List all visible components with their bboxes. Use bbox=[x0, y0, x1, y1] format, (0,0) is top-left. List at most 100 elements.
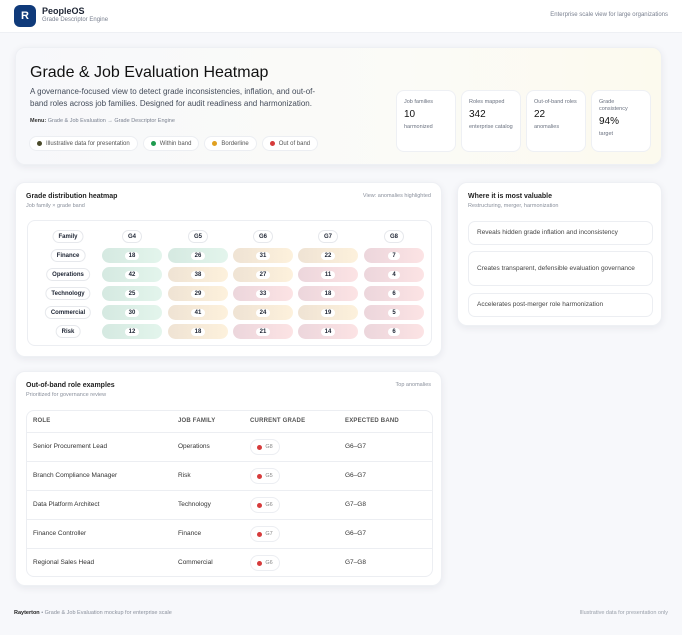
anomalies-card: Out-of-band role examples Prioritized fo… bbox=[15, 371, 442, 586]
out-of-band-dot-icon bbox=[257, 473, 263, 479]
heatmap-cell[interactable]: 21 bbox=[233, 324, 293, 339]
grade-value: G6 bbox=[265, 502, 273, 508]
table-row[interactable]: Finance Controller Finance G7 G6–G7 bbox=[27, 519, 432, 548]
column-header-family[interactable]: JOB FAMILY bbox=[178, 418, 216, 424]
heatmap-cell-value: 24 bbox=[255, 308, 271, 317]
breadcrumb: Menu: Grade & Job Evaluation → Grade Des… bbox=[30, 118, 175, 124]
heatmap-cell-value: 6 bbox=[388, 327, 400, 336]
stat-sub: enterprise catalog bbox=[469, 124, 513, 130]
heatmap-cell-value: 42 bbox=[124, 270, 140, 279]
anomalies-tag: Top anomalies bbox=[395, 382, 431, 388]
heatmap-cell[interactable]: 19 bbox=[298, 305, 358, 320]
heatmap-cell[interactable]: 33 bbox=[233, 286, 293, 301]
heatmap-cell[interactable]: 6 bbox=[364, 324, 424, 339]
heatmap-cell[interactable]: 42 bbox=[102, 267, 162, 282]
breadcrumb-path: Grade & Job Evaluation → Grade Descripto… bbox=[47, 118, 175, 124]
value-item: Reveals hidden grade inflation and incon… bbox=[468, 221, 653, 245]
heatmap-cell-value: 27 bbox=[255, 270, 271, 279]
heatmap-cell[interactable]: 41 bbox=[168, 305, 228, 320]
heatmap-cell-value: 7 bbox=[388, 251, 400, 260]
heatmap-cell-value: 4 bbox=[388, 270, 400, 279]
hero-card: Grade & Job Evaluation Heatmap A governa… bbox=[15, 47, 662, 165]
column-header-role[interactable]: ROLE bbox=[33, 418, 51, 424]
heatmap-cell[interactable]: 12 bbox=[102, 324, 162, 339]
heatmap-cell[interactable]: 22 bbox=[298, 248, 358, 263]
value-item: Accelerates post-merger role harmonizati… bbox=[468, 293, 653, 317]
value-title: Where it is most valuable bbox=[468, 193, 553, 200]
heatmap-cell[interactable]: 18 bbox=[298, 286, 358, 301]
grade-value: G7 bbox=[265, 531, 273, 537]
heatmap-cell-value: 25 bbox=[124, 289, 140, 298]
heatmap-cell-value: 11 bbox=[320, 270, 336, 279]
heatmap-corner-label: Family bbox=[52, 230, 84, 243]
legend-label: Illustrative data for presentation bbox=[46, 140, 130, 147]
app-logo[interactable]: R bbox=[14, 5, 36, 27]
anomalies-title: Out-of-band role examples bbox=[26, 382, 115, 389]
heatmap-title: Grade distribution heatmap bbox=[26, 193, 118, 200]
heatmap-cell[interactable]: 30 bbox=[102, 305, 162, 320]
heatmap-cell[interactable]: 25 bbox=[102, 286, 162, 301]
heatmap-cell[interactable]: 18 bbox=[102, 248, 162, 263]
table-row[interactable]: Branch Compliance Manager Risk G5 G6–G7 bbox=[27, 461, 432, 490]
family-label: Risk bbox=[55, 325, 81, 338]
heatmap-cell[interactable]: 7 bbox=[364, 248, 424, 263]
table-row[interactable]: Senior Procurement Lead Operations G8 G6–G7 bbox=[27, 432, 432, 461]
heatmap-cell[interactable]: 27 bbox=[233, 267, 293, 282]
heatmap-cell[interactable]: 11 bbox=[298, 267, 358, 282]
grade-header[interactable]: G8 bbox=[383, 230, 405, 243]
heatmap-cell-value: 12 bbox=[124, 327, 140, 336]
legend-label: Within band bbox=[159, 140, 192, 147]
tagline: Enterprise scale view for large organiza… bbox=[550, 12, 668, 18]
family-label: Operations bbox=[46, 268, 90, 281]
heatmap-cell[interactable]: 29 bbox=[168, 286, 228, 301]
legend-label: Borderline bbox=[221, 140, 249, 147]
cell-role: Finance Controller bbox=[33, 530, 87, 537]
heatmap-cell[interactable]: 14 bbox=[298, 324, 358, 339]
anomalies-table bbox=[26, 410, 433, 577]
cell-expected: G7–G8 bbox=[345, 559, 366, 566]
app-subtitle: Grade Descriptor Engine bbox=[42, 17, 109, 23]
current-grade-badge: G6 bbox=[250, 555, 280, 571]
heatmap-cell[interactable]: 5 bbox=[364, 305, 424, 320]
cell-family: Operations bbox=[178, 443, 210, 450]
cell-family: Commercial bbox=[178, 559, 213, 566]
heatmap-cell[interactable]: 38 bbox=[168, 267, 228, 282]
heatmap-card: Grade distribution heatmap Job family × … bbox=[15, 182, 442, 357]
footer-left: Rayterton • Grade & Job Evaluation mocku… bbox=[14, 610, 172, 616]
heatmap-cell[interactable]: 18 bbox=[168, 324, 228, 339]
page-description: A governance-focused view to detect grad… bbox=[30, 87, 316, 108]
legend-chip: Within band bbox=[142, 136, 200, 151]
heatmap-view-label[interactable]: View: anomalies highlighted bbox=[362, 193, 431, 199]
stat-label: Job families bbox=[404, 99, 434, 105]
grade-header[interactable]: G5 bbox=[187, 230, 209, 243]
grade-header[interactable]: G4 bbox=[121, 230, 143, 243]
heatmap-cell-value: 31 bbox=[255, 251, 271, 260]
current-grade-badge: G7 bbox=[250, 526, 280, 542]
grade-header[interactable]: G6 bbox=[252, 230, 274, 243]
column-header-grade[interactable]: CURRENT GRADE bbox=[250, 418, 306, 424]
heatmap-grid: Family G4 G5 G6 G7 G8 Finance 18 26 31 22 7 Operatio… bbox=[27, 220, 432, 346]
legend-chip: Illustrative data for presentation bbox=[29, 136, 138, 151]
heatmap-cell[interactable]: 26 bbox=[168, 248, 228, 263]
heatmap-cell-value: 18 bbox=[190, 327, 206, 336]
grade-header[interactable]: G7 bbox=[317, 230, 339, 243]
status-dot-icon bbox=[37, 141, 42, 146]
heatmap-cell-value: 38 bbox=[190, 270, 206, 279]
heatmap-cell[interactable]: 24 bbox=[233, 305, 293, 320]
column-header-expected[interactable]: EXPECTED BAND bbox=[345, 418, 399, 424]
heatmap-cell[interactable]: 4 bbox=[364, 267, 424, 282]
stat-card: Grade consistency 94% target bbox=[591, 90, 651, 152]
table-row[interactable]: Regional Sales Head Commercial G6 G7–G8 bbox=[27, 548, 432, 577]
heatmap-cell-value: 18 bbox=[124, 251, 140, 260]
breadcrumb-label: Menu: bbox=[30, 118, 47, 124]
heatmap-cell[interactable]: 6 bbox=[364, 286, 424, 301]
cell-role: Branch Compliance Manager bbox=[33, 472, 118, 479]
cell-role: Regional Sales Head bbox=[33, 559, 95, 566]
family-label: Finance bbox=[50, 249, 86, 262]
heatmap-cell-value: 22 bbox=[320, 251, 336, 260]
table-row[interactable]: Data Platform Architect Technology G6 G7–G8 bbox=[27, 490, 432, 519]
current-grade-badge: G8 bbox=[250, 439, 280, 455]
heatmap-cell[interactable]: 31 bbox=[233, 248, 293, 263]
current-grade-badge: G5 bbox=[250, 468, 280, 484]
grade-value: G5 bbox=[265, 473, 273, 479]
